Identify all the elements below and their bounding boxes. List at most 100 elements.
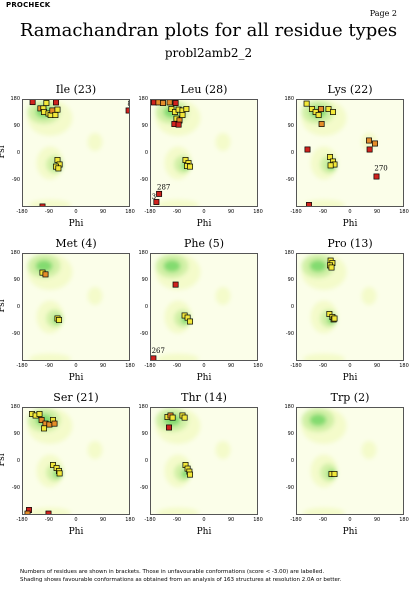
residue-point [43,100,50,106]
ramachandran-plot [23,408,129,514]
y-tick-label: 0 [290,150,294,156]
y-tick-label: 0 [144,304,148,310]
shading-region [361,287,377,305]
x-axis-label: Phi [68,527,84,537]
x-tick-label: 0 [202,209,206,215]
y-tick-label: 0 [144,150,148,156]
shading-region [303,199,345,206]
residue-point [327,162,334,169]
shading-region [303,507,345,514]
plot-area: 270 [296,99,404,207]
footer-notes: Numbers of residues are shown in bracket… [20,569,341,584]
residue-point [55,165,62,172]
y-tick-label: 0 [16,150,20,156]
y-tick-label: 180 [10,96,20,102]
residue-point [318,106,324,112]
favourable-region-shading [155,254,231,360]
footer-line: Shading shows favourable conformations a… [20,576,342,583]
residue-point [172,281,179,288]
y-tick-label: -90 [11,331,20,337]
x-tick-label: 180 [253,363,263,369]
x-axis-label: Phi [342,219,358,229]
footer-line: Numbers of residues are shown in bracket… [20,569,325,575]
residue-point [41,425,47,432]
residue-point [179,112,186,118]
residue-point [182,157,189,163]
residue-point [38,417,45,423]
y-axis-label: Psi [0,453,7,467]
y-tick-label: 90 [141,277,148,283]
x-tick-label: -90 [44,517,54,523]
x-tick-label: 0 [202,363,206,369]
y-tick-label: 180 [138,250,148,256]
x-axis-label: Phi [68,373,84,383]
y-tick-label: -90 [139,177,148,183]
shading-region [29,199,71,206]
residue-point [187,471,193,478]
x-tick-label: 90 [227,209,235,215]
residue-point [51,420,58,427]
residue-point [331,315,338,322]
shading-region [361,441,377,459]
x-tick-label: 90 [99,517,107,523]
y-tick-label: 90 [287,123,294,129]
y-tick-label: 180 [138,96,148,102]
x-tick-label: 180 [125,517,135,523]
shading-region [35,260,53,272]
x-axis-label: Phi [196,219,212,229]
residue-point [366,137,372,144]
residue-point [29,100,36,106]
residue-point [327,154,333,160]
y-tick-label: -90 [11,177,20,183]
x-tick-label: 90 [99,209,107,215]
residue-point [42,271,49,278]
x-tick-label: -90 [172,209,182,215]
x-tick-label: 90 [373,517,381,523]
x-tick-label: -180 [290,517,302,523]
plot-area [22,407,130,515]
shading-region [215,441,231,459]
x-tick-label: -180 [144,363,156,369]
residue-point [24,510,31,514]
residue-point [50,462,56,468]
shading-region [87,441,103,459]
panel-title: Ser (21) [53,391,99,404]
x-tick-label: 0 [348,209,352,215]
shading-region [87,287,103,305]
panel-title: Thr (14) [181,391,227,404]
residue-point [153,199,160,205]
residue-point [169,414,176,421]
shading-region [157,353,199,360]
y-tick-label: 180 [284,250,294,256]
x-tick-label: 0 [348,517,352,523]
residue-point [325,106,332,112]
ramachandran-plot [297,408,403,514]
x-tick-label: -90 [44,209,54,215]
plot-area [22,253,130,361]
shading-region [163,260,181,272]
x-tick-label: 0 [348,363,352,369]
residue-label: 267 [152,347,165,355]
y-tick-label: 180 [10,250,20,256]
residue-point [125,107,129,114]
residue-point [166,100,173,106]
x-tick-label: 90 [227,517,235,523]
y-tick-label: -90 [285,331,294,337]
shading-region [309,414,327,426]
residue-point [187,163,193,170]
x-tick-label: 90 [373,363,381,369]
shading-region [303,353,345,360]
x-tick-label: 180 [399,517,409,523]
residue-point [318,121,325,127]
y-tick-label: -90 [139,485,148,491]
plot-area [296,407,404,515]
x-tick-label: 180 [253,209,263,215]
favourable-region-shading [27,254,103,360]
shading-region [157,507,199,514]
residue-point [151,355,157,360]
residue-point [56,470,63,477]
residue-point [304,146,311,153]
y-tick-label: 90 [141,123,148,129]
x-axis-label: Phi [196,373,212,383]
plot-area: 8 [22,99,130,207]
